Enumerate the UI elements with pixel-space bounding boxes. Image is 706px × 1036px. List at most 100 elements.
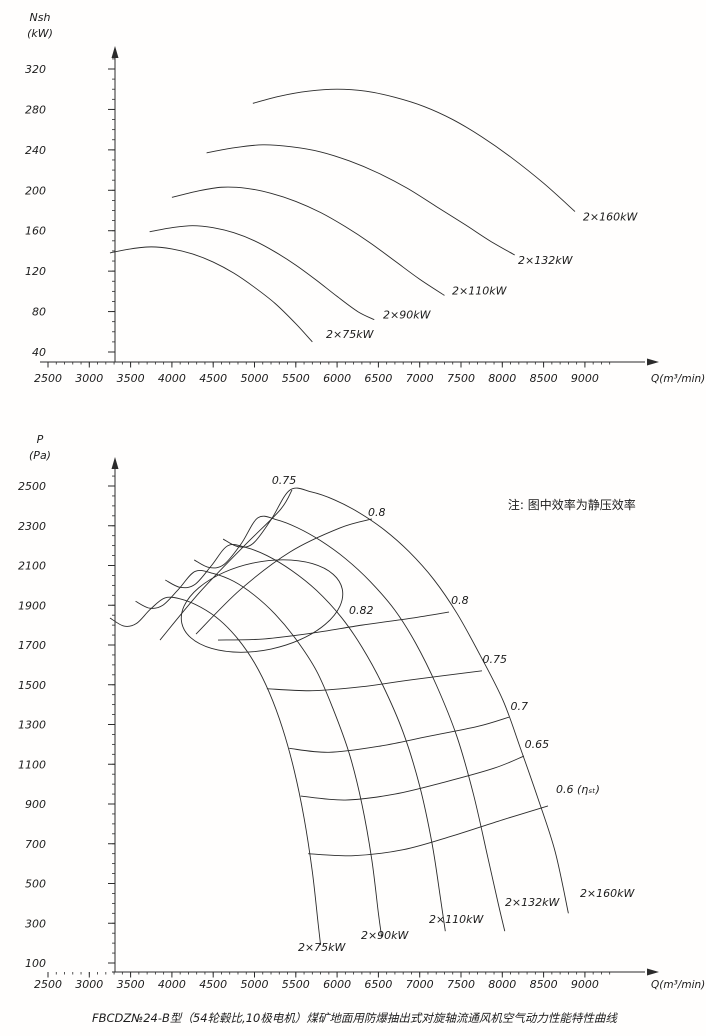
note-text: 注: 图中效率为静压效率 [508, 497, 636, 512]
curve-2x90kW [149, 225, 375, 321]
static-pressure-chart: 2500 3000 3500 4000 4500 5000 5500 6000 6500 7000… [18, 433, 705, 991]
efficiency-label: 0.7 [511, 700, 529, 713]
x-tick-label: 4500 [199, 978, 227, 991]
efficiency-label: 0.82 [349, 604, 374, 617]
y-tick-label: 80 [32, 306, 46, 319]
efficiency-contour-0.82-island [180, 559, 344, 653]
x-tick-label: 3500 [117, 372, 145, 385]
curve-2x110kW [165, 543, 446, 932]
x-tick-label: 3000 [75, 978, 103, 991]
efficiency-contour-0.7-lower [289, 716, 510, 753]
x-tick-label: 8500 [530, 372, 558, 385]
curves: 2×75kW 2×90kW 2×110kW 2×132kW 2×160kW [109, 88, 639, 343]
x-tick-label: 8000 [488, 372, 516, 385]
x-tick-label: 9000 [571, 372, 599, 385]
curve-label: 2×110kW [429, 913, 485, 926]
x-tick-label: 6000 [323, 372, 351, 385]
x-tick-label: 3000 [75, 372, 103, 385]
x-tick-label: 7000 [406, 978, 434, 991]
efficiency-label: 0.8 [368, 506, 386, 519]
y-tick-label: 2100 [18, 560, 46, 573]
efficiency-contour-0.65-lower [300, 755, 525, 801]
curve-2x160kW [222, 487, 569, 914]
efficiency-label: 0.8 [451, 594, 469, 607]
y-tick-label: 280 [25, 103, 46, 116]
x-axis-arrow-icon [647, 968, 659, 976]
y-tick-label: 40 [32, 346, 46, 359]
x-axis-arrow-icon [647, 358, 659, 366]
y-tick-label: 2500 [18, 480, 46, 493]
y-tick-label: 1500 [18, 679, 46, 692]
x-tick-label: 7000 [406, 372, 434, 385]
x-tick-label: 5000 [241, 372, 269, 385]
y-tick-label: 320 [25, 63, 46, 76]
x-tick-label: 5000 [241, 978, 269, 991]
x-axis-title: Q(m³/min) [651, 373, 705, 385]
curve-2x160kW [252, 88, 576, 212]
x-tick-label: 6500 [364, 372, 392, 385]
efficiency-contour-0.8-upper [195, 518, 373, 635]
curve-2x132kW [193, 515, 506, 932]
x-tick-label: 7500 [447, 372, 475, 385]
curve-label: 2×160kW [583, 211, 639, 224]
efficiency-contour-0.75-lower [266, 670, 483, 692]
curve-2x90kW [135, 569, 383, 938]
curve-label: 2×132kW [518, 254, 574, 267]
efficiency-contour-0.6-lower [308, 805, 549, 857]
x-axis-title: Q(m³/min) [651, 979, 705, 991]
x-tick-label: 6500 [364, 978, 392, 991]
y-axis-title-units: (kW) [27, 27, 53, 40]
curve-2x132kW [206, 144, 515, 256]
axes: 2500 3000 3500 4000 4500 5000 5500 6000 6500 7000… [25, 11, 705, 385]
y-tick-label: 500 [25, 878, 46, 891]
axes: 2500 3000 3500 4000 4500 5000 5500 6000 6500 7000… [18, 433, 705, 991]
y-tick-label: 700 [25, 838, 46, 851]
x-tick-label: 7500 [447, 978, 475, 991]
y-tick-label: 1300 [18, 719, 46, 732]
efficiency-contour-0.8-lower [217, 611, 450, 641]
curve-label: 2×90kW [361, 929, 410, 942]
y-tick-label: 100 [25, 957, 46, 970]
y-tick-label: 1700 [18, 639, 46, 652]
y-tick-label: 900 [25, 798, 46, 811]
x-tick-label: 5500 [282, 372, 310, 385]
x-tick-label: 5500 [282, 978, 310, 991]
x-tick-label: 2500 [34, 372, 62, 385]
y-axis-title: P [37, 433, 44, 446]
y-tick-label: 300 [25, 917, 46, 930]
curve-label: 2×110kW [452, 284, 508, 297]
x-tick-label: 4000 [158, 978, 186, 991]
curve-label: 2×75kW [326, 328, 375, 341]
y-axis-title-units: (Pa) [29, 449, 51, 462]
x-tick-label: 3500 [117, 978, 145, 991]
efficiency-label: 0.6 (ηₛₜ) [556, 783, 600, 796]
y-tick-label: 160 [25, 225, 46, 238]
x-tick-label: 8000 [488, 978, 516, 991]
x-tick-label: 8500 [530, 978, 558, 991]
shaft-power-chart: 2500 3000 3500 4000 4500 5000 5500 6000 6500 7000… [25, 11, 705, 385]
efficiency-contour-0.75-upper [159, 489, 293, 641]
curve-2x75kW [109, 246, 313, 343]
y-tick-label: 120 [25, 265, 46, 278]
y-tick-label: 1900 [18, 599, 46, 612]
figure-caption: FBCDZ№24-B型（54轮毂比,10极电机）煤矿地面用防爆抽出式对旋轴流通风… [92, 1011, 617, 1025]
x-tick-label: 9000 [571, 978, 599, 991]
y-tick-label: 240 [25, 144, 46, 157]
x-tick-label: 6000 [323, 978, 351, 991]
curve-label: 2×132kW [505, 896, 561, 909]
y-axis-title: Nsh [30, 11, 51, 24]
curve-label: 2×160kW [580, 887, 636, 900]
x-tick-label: 4500 [199, 372, 227, 385]
x-tick-label: 2500 [34, 978, 62, 991]
y-tick-label: 1100 [18, 758, 46, 771]
curve-2x75kW [109, 596, 322, 946]
curve-label: 2×75kW [298, 941, 347, 954]
curves: 2×75kW 2×90kW 2×110kW 2×132kW 2×160kW [109, 487, 636, 954]
y-axis-arrow-icon [111, 457, 119, 469]
efficiency-label: 0.75 [272, 474, 297, 487]
curve-2x110kW [171, 186, 445, 296]
efficiency-label: 0.65 [525, 738, 550, 751]
efficiency-label: 0.75 [482, 653, 507, 666]
